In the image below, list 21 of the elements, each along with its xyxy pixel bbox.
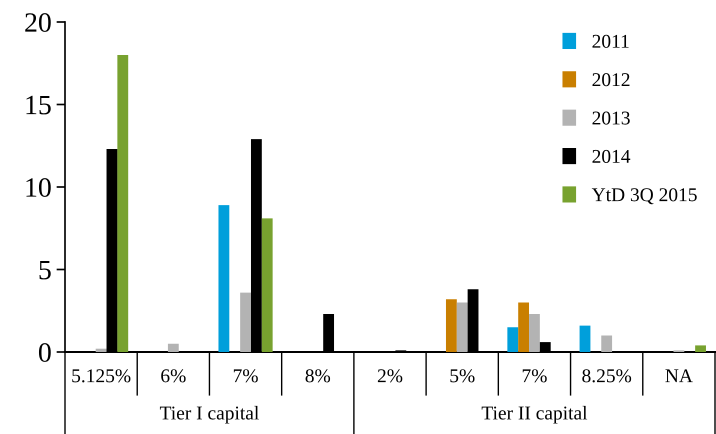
y-tick-label: 0 <box>38 343 51 362</box>
legend-label: 2014 <box>592 150 630 163</box>
x-tick-label: 8.25% <box>582 369 632 382</box>
x-tick-label: 5.125% <box>72 369 130 382</box>
y-tick-label: 5 <box>40 260 51 280</box>
x-tick-label: 6% <box>161 369 186 382</box>
text: Tier II capital <box>482 406 588 424</box>
x-tick-label: NA <box>665 369 693 382</box>
text: Tier I capital <box>160 406 259 424</box>
y-tick-label: 20 <box>25 13 51 32</box>
x-tick-label: 7% <box>522 369 547 382</box>
legend-label: 2013 <box>592 111 630 125</box>
x-tick-label: 7% <box>234 369 258 382</box>
x-tick-label: 8% <box>306 369 330 382</box>
y-tick-label: 15 <box>26 96 51 114</box>
legend-label: 2012 <box>592 73 630 86</box>
legend-label: YtD 3Q 2015 <box>592 188 697 204</box>
legend-label: 2011 <box>592 34 629 48</box>
x-tick-label: 2% <box>378 369 402 382</box>
x-tick-label: 5% <box>450 369 475 382</box>
y-tick-label: 10 <box>26 178 51 197</box>
